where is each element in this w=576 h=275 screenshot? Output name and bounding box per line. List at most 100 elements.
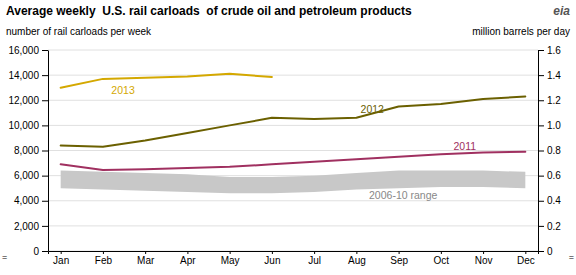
x-tick-mark	[103, 251, 104, 254]
x-tick-label: Jul	[308, 255, 321, 266]
x-tick-mark	[272, 251, 273, 254]
y2-tick-label: 0.4	[547, 195, 561, 206]
series-label: 2011	[454, 140, 477, 152]
y-tick-mark	[42, 151, 48, 152]
y2-tick-label: 0.2	[547, 221, 561, 232]
x-tick-mark	[356, 251, 357, 254]
y2-axis-title: million barrels per day	[472, 26, 570, 37]
y-tick-mark	[42, 226, 48, 227]
x-tick-mark	[441, 251, 442, 254]
x-tick-mark	[145, 251, 146, 254]
x-tick: Jan	[53, 251, 69, 266]
x-tick: Mar	[137, 251, 155, 266]
x-tick: Apr	[180, 251, 196, 266]
y-tick: 12,000	[8, 95, 48, 106]
marks	[61, 74, 526, 193]
x-tick: Sep	[390, 251, 408, 266]
y-tick: 6,000	[14, 170, 48, 181]
y2-tick-mark	[538, 226, 544, 227]
x-tick-mark	[230, 251, 231, 254]
y-axis-title: number of rail carloads per week	[6, 26, 152, 37]
x-axis: Jan Feb Mar Apr May Jun Jul Aug Sep Oct Nov Dec	[49, 251, 539, 266]
y-tick: 16,000	[8, 45, 48, 56]
y2-tick: 0	[538, 246, 553, 257]
x-tick-mark	[187, 251, 188, 254]
x-tick-label: Oct	[434, 255, 450, 266]
y2-tick-label: 1.0	[547, 120, 561, 131]
y-tick-label: 8,000	[14, 145, 39, 156]
y2-tick: 1.2	[538, 95, 561, 106]
grid-line	[48, 125, 538, 126]
y2-tick: 0.8	[538, 145, 561, 156]
y2-tick: 1.0	[538, 120, 561, 131]
grid-line	[48, 75, 538, 76]
y2-tick-label: 0.6	[547, 170, 561, 181]
axis-break: =	[569, 252, 574, 262]
y2-tick-mark	[538, 75, 544, 76]
y2-axis: 0 0.2 0.4 0.6 0.8 1.0 1.2 1.4 1.6	[538, 45, 561, 257]
y2-tick-mark	[538, 176, 544, 177]
y-tick-mark	[42, 50, 48, 51]
x-tick-mark	[399, 251, 400, 254]
y2-tick-label: 0	[547, 246, 553, 257]
texts: Average weekly U.S. rail carloads of cru…	[2, 4, 574, 262]
y2-tick: 0.2	[538, 221, 561, 232]
y2-tick-mark	[538, 151, 544, 152]
grid-line	[48, 225, 538, 226]
x-tick-label: Nov	[475, 255, 493, 266]
x-tick: Jun	[264, 251, 280, 266]
y-tick-mark	[42, 251, 48, 252]
x-tick: Oct	[434, 251, 450, 266]
y2-tick-mark	[538, 100, 544, 101]
series-label: 2013	[111, 84, 135, 96]
x-tick-label: Aug	[348, 255, 366, 266]
x-tick-mark	[525, 251, 526, 254]
axis-break: =	[2, 252, 7, 262]
y-axis: 0 2,000 4,000 6,000 8,000 10,000 12,000 14,000 1…	[8, 45, 48, 257]
grid-line	[48, 50, 538, 51]
y-tick-mark	[42, 125, 48, 126]
y-tick-label: 16,000	[8, 45, 39, 56]
y-tick-label: 14,000	[8, 70, 39, 81]
y2-tick: 1.4	[538, 70, 561, 81]
y-tick-label: 2,000	[14, 221, 39, 232]
y-tick-mark	[42, 176, 48, 177]
x-axis-line	[49, 252, 539, 255]
x-tick-mark	[483, 251, 484, 254]
y-tick: 0	[33, 246, 48, 257]
y-tick-label: 12,000	[8, 95, 39, 106]
y-tick: 14,000	[8, 70, 48, 81]
y-tick-label: 6,000	[14, 170, 39, 181]
x-tick: Nov	[475, 251, 493, 266]
x-tick: Jul	[308, 251, 321, 266]
y-tick: 2,000	[14, 221, 48, 232]
x-tick-label: Mar	[137, 255, 155, 266]
range-area	[61, 171, 526, 194]
title: Average weekly U.S. rail carloads of cru…	[6, 4, 412, 18]
y2-tick: 0.6	[538, 170, 561, 181]
x-tick-label: Jun	[264, 255, 280, 266]
series-line	[61, 96, 526, 146]
x-tick-label: Feb	[95, 255, 113, 266]
y-tick-label: 0	[33, 246, 39, 257]
y-axis-line	[48, 51, 49, 252]
y2-tick-label: 1.6	[547, 45, 561, 56]
x-tick-label: Apr	[180, 255, 196, 266]
y-tick: 8,000	[14, 145, 48, 156]
y-tick-label: 4,000	[14, 195, 39, 206]
x-tick: Aug	[348, 251, 366, 266]
y2-tick-label: 1.4	[547, 70, 561, 81]
x-tick: May	[221, 251, 240, 266]
y2-tick-mark	[538, 125, 544, 126]
y-tick: 4,000	[14, 195, 48, 206]
x-tick: Feb	[95, 251, 113, 266]
grid-line	[48, 200, 538, 201]
y2-tick: 0.4	[538, 195, 561, 206]
y2-tick: 1.6	[538, 45, 561, 56]
y-tick-label: 10,000	[8, 120, 39, 131]
chart: Jan Feb Mar Apr May Jun Jul Aug Sep Oct Nov Dec 0 2,0…	[0, 0, 576, 275]
x-tick: Dec	[517, 251, 535, 266]
y-tick-mark	[42, 201, 48, 202]
series-line	[61, 152, 526, 170]
x-tick-label: Sep	[390, 255, 408, 266]
